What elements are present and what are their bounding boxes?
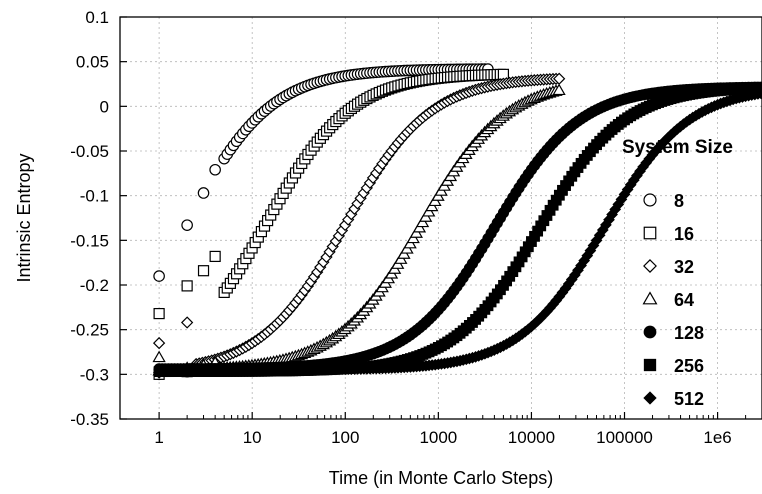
legend-item: 256 bbox=[643, 356, 704, 376]
axis-ticks: 0.1 0.05 0 -0.05 -0.1 -0.15 -0.2 -0.25 -0.3 -0.35… bbox=[70, 8, 762, 447]
legend-label: 512 bbox=[674, 389, 704, 409]
legend-item: 128 bbox=[643, 323, 704, 343]
series-16 bbox=[153, 68, 510, 380]
legend-item: 512 bbox=[643, 389, 704, 409]
y-tick-label: 0.05 bbox=[76, 53, 109, 72]
legend-label: 8 bbox=[674, 191, 684, 211]
legend-label: 256 bbox=[674, 356, 704, 376]
legend-title: System Size bbox=[622, 137, 733, 158]
series-32 bbox=[152, 72, 566, 379]
x-tick-label: 1e6 bbox=[703, 428, 731, 447]
plot-frame bbox=[119, 16, 762, 420]
legend-item: 32 bbox=[643, 257, 694, 277]
legend-marker bbox=[643, 358, 657, 372]
data-point bbox=[152, 336, 166, 350]
legend-label: 128 bbox=[674, 323, 704, 343]
data-point bbox=[152, 350, 166, 363]
x-tick-label: 10000 bbox=[508, 428, 555, 447]
x-tick-label: 100 bbox=[331, 428, 359, 447]
legend-marker bbox=[643, 325, 657, 339]
legend: System Size 8 16 32 64 128 256 512 bbox=[622, 137, 733, 409]
legend-label: 16 bbox=[674, 224, 694, 244]
legend-marker bbox=[643, 193, 657, 207]
y-tick-label: -0.1 bbox=[80, 187, 109, 206]
x-axis-title: Time (in Monte Carlo Steps) bbox=[329, 468, 553, 488]
legend-item: 64 bbox=[642, 290, 694, 310]
legend-label: 32 bbox=[674, 257, 694, 277]
data-point bbox=[755, 87, 762, 100]
legend-marker bbox=[642, 291, 658, 305]
plot-markers bbox=[152, 63, 762, 381]
x-tick-label: 1000 bbox=[419, 428, 457, 447]
data-point bbox=[197, 265, 210, 277]
y-tick-label: 0 bbox=[100, 97, 109, 116]
x-tick-label: 1 bbox=[154, 428, 163, 447]
data-point bbox=[552, 83, 566, 96]
x-tick-label: 10 bbox=[243, 428, 262, 447]
data-point bbox=[209, 163, 221, 176]
legend-marker bbox=[643, 259, 657, 273]
y-axis-title: Intrinsic Entropy bbox=[14, 153, 34, 282]
y-tick-label: -0.05 bbox=[70, 142, 109, 161]
series-64 bbox=[152, 83, 566, 376]
data-point bbox=[181, 219, 193, 231]
legend-item: 8 bbox=[643, 191, 684, 211]
legend-label: 64 bbox=[674, 290, 694, 310]
data-point bbox=[153, 307, 165, 320]
y-tick-label: -0.25 bbox=[70, 321, 109, 340]
legend-marker bbox=[643, 391, 657, 405]
y-tick-label: -0.15 bbox=[70, 231, 109, 250]
data-point bbox=[209, 250, 221, 263]
y-tick-label: -0.35 bbox=[70, 410, 109, 429]
data-point bbox=[181, 280, 193, 292]
y-tick-label: 0.1 bbox=[85, 8, 109, 27]
y-tick-label: -0.2 bbox=[80, 276, 109, 295]
data-point bbox=[197, 187, 210, 199]
y-tick-label: -0.3 bbox=[80, 365, 109, 384]
legend-item: 16 bbox=[643, 224, 694, 244]
data-point bbox=[153, 270, 165, 282]
x-tick-label: 100000 bbox=[596, 428, 653, 447]
data-point bbox=[180, 316, 194, 329]
series-512 bbox=[153, 87, 762, 376]
legend-marker bbox=[643, 226, 657, 240]
series-8 bbox=[153, 63, 494, 381]
